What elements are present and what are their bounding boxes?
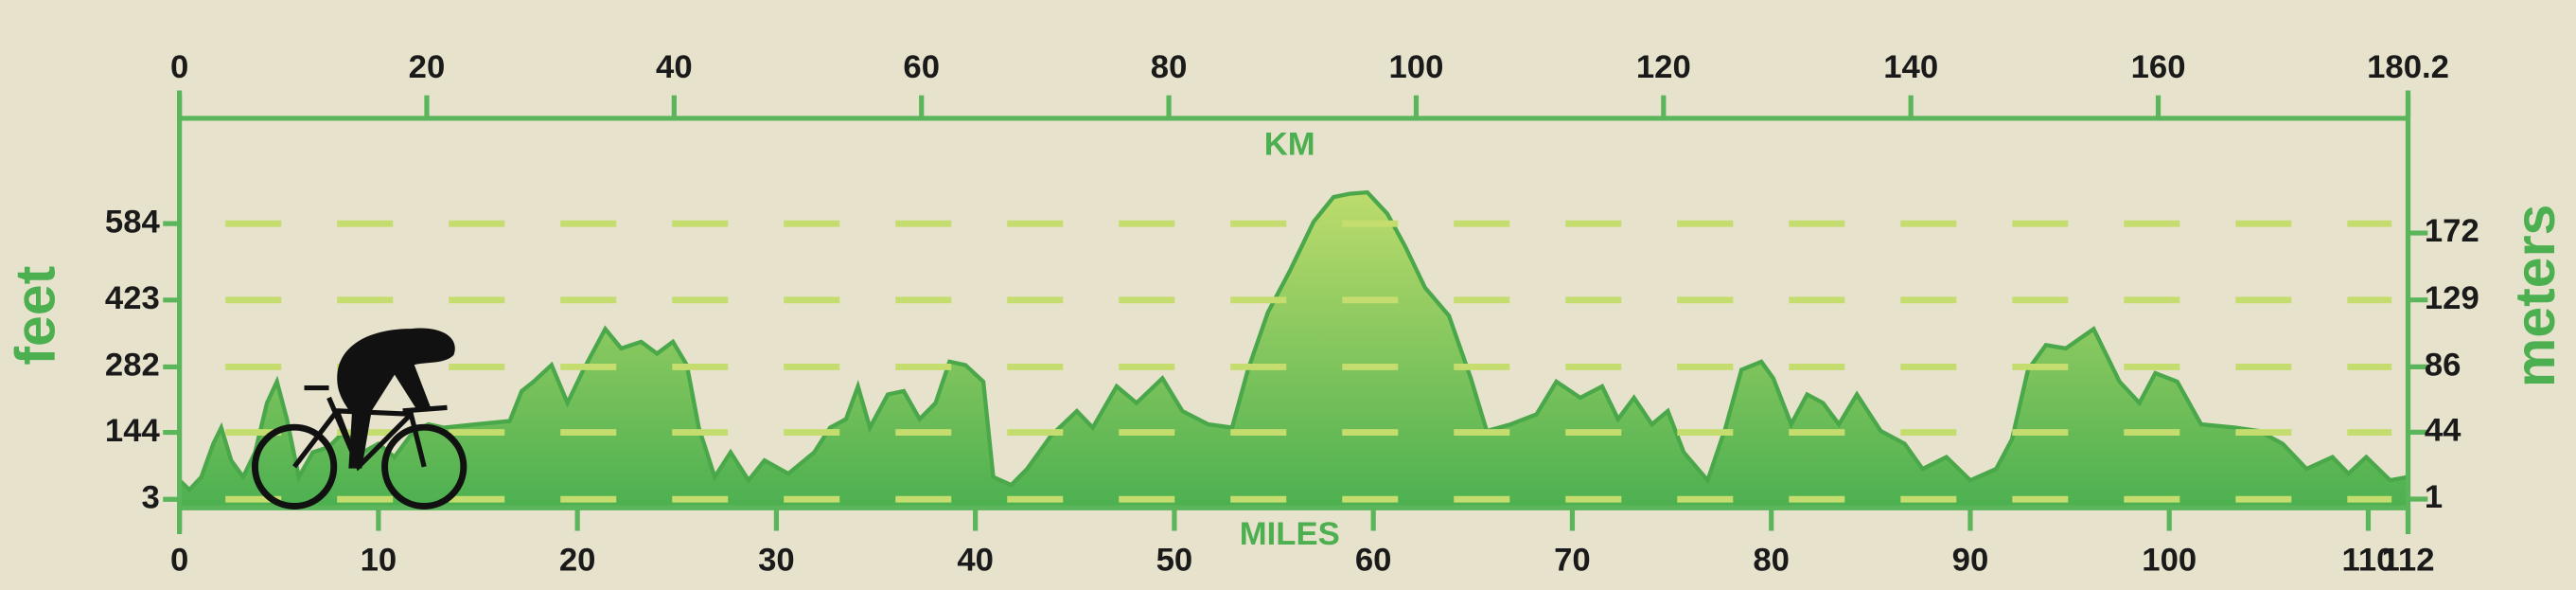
plot — [177, 189, 2410, 510]
cyclist-icon — [251, 328, 468, 510]
y-tick-label: 3 — [141, 479, 159, 515]
y-tick-label: 423 — [105, 280, 160, 316]
x-tick-label: 30 — [758, 543, 795, 579]
x-tick-label: 60 — [1355, 543, 1392, 579]
y2-axis-title: meters — [2504, 205, 2567, 388]
x-tick-label: 70 — [1554, 543, 1591, 579]
x-tick-label: 90 — [1952, 543, 1989, 579]
x-tick-label: 50 — [1156, 543, 1193, 579]
x2-tick-label: 0 — [170, 49, 188, 85]
x-tick-label: 10 — [361, 543, 397, 579]
y2-tick-label: 86 — [2425, 348, 2461, 384]
x-tick-label: 80 — [1753, 543, 1790, 579]
y2-tick-label: 44 — [2425, 413, 2461, 449]
elevation-area — [177, 189, 2410, 510]
x2-tick-label: 20 — [409, 49, 446, 85]
x2-axis-title: KM — [1264, 127, 1315, 163]
x-axis-title: MILES — [1240, 516, 1340, 552]
x2-tick-label: 80 — [1151, 49, 1188, 85]
x-tick-label: 110 — [2341, 543, 2394, 579]
y2-tick-label: 129 — [2425, 280, 2479, 316]
y-tick-label: 282 — [105, 348, 160, 384]
x-tick-label: 40 — [957, 543, 994, 579]
x2-tick-label: 100 — [1389, 49, 1444, 85]
x2-tick-label: 180.2 — [2367, 49, 2449, 85]
y2-tick-label: 172 — [2425, 213, 2479, 249]
y2-tick-label: 1 — [2425, 479, 2443, 515]
x-tick-label: 0 — [170, 543, 188, 579]
y-tick-label: 144 — [105, 413, 161, 449]
y-tick-label: 584 — [105, 204, 161, 240]
x-tick-label: 100 — [2142, 543, 2197, 579]
x2-tick-label: 120 — [1636, 49, 1691, 85]
axes — [163, 90, 2428, 534]
y-axis-title: feet — [5, 266, 67, 366]
x-tick-label: 20 — [559, 543, 596, 579]
x2-tick-label: 160 — [2131, 49, 2186, 85]
x2-tick-label: 140 — [1883, 49, 1938, 85]
x2-tick-label: 60 — [903, 49, 940, 85]
x2-tick-label: 40 — [656, 49, 693, 85]
x-tick-label: 112 — [2382, 543, 2435, 579]
